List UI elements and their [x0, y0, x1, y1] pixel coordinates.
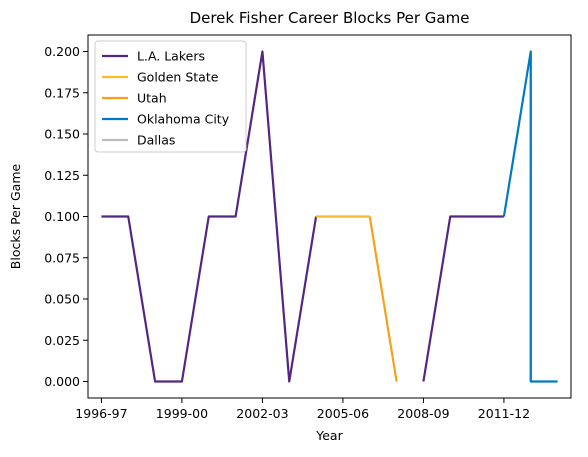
- y-tick-label: 0.175: [44, 85, 80, 100]
- y-tick-label: 0.025: [44, 333, 80, 348]
- y-tick-label: 0.200: [44, 44, 80, 59]
- x-tick-label: 2005-06: [317, 406, 369, 421]
- x-tick-label: 1999-00: [156, 406, 208, 421]
- y-tick-label: 0.100: [44, 209, 80, 224]
- series-line-l-a-lakers-1: [101, 50, 318, 383]
- y-tick-label: 0.050: [44, 292, 80, 307]
- legend-label-oklahoma-city: Oklahoma City: [137, 112, 230, 127]
- y-tick-label: 0.150: [44, 127, 80, 142]
- x-axis-label: Year: [315, 428, 343, 443]
- y-tick-label: 0.075: [44, 250, 80, 265]
- legend-label-dallas: Dallas: [137, 133, 175, 148]
- y-axis: 0.000 0.025 0.050 0.075 0.100 0.125 0.150 0.175…: [44, 44, 88, 389]
- series-line-utah: [368, 216, 398, 382]
- x-tick-label: 2008-09: [397, 406, 449, 421]
- chart-title: Derek Fisher Career Blocks Per Game: [190, 9, 470, 27]
- x-tick-label: 2011-12: [478, 406, 530, 421]
- y-tick-label: 0.000: [44, 374, 80, 389]
- y-axis-label: Blocks Per Game: [8, 163, 23, 269]
- x-axis: 1996-97 1999-00 2002-03 2005-06 2008-09 2011-…: [75, 398, 530, 421]
- legend-label-golden-state: Golden State: [137, 70, 219, 85]
- y-tick-label: 0.125: [44, 168, 80, 183]
- x-tick-label: 2002-03: [236, 406, 288, 421]
- x-tick-label: 1996-97: [75, 406, 127, 421]
- legend-box: [94, 40, 247, 153]
- legend: L.A. Lakers Golden State Utah Oklahoma City…: [94, 40, 247, 153]
- legend-label-l-a-lakers: L.A. Lakers: [137, 49, 205, 64]
- series-line-l-a-lakers-2: [422, 215, 504, 382]
- series-layer: [101, 50, 558, 383]
- series-line-oklahoma-city: [502, 50, 558, 383]
- legend-label-utah: Utah: [137, 91, 167, 106]
